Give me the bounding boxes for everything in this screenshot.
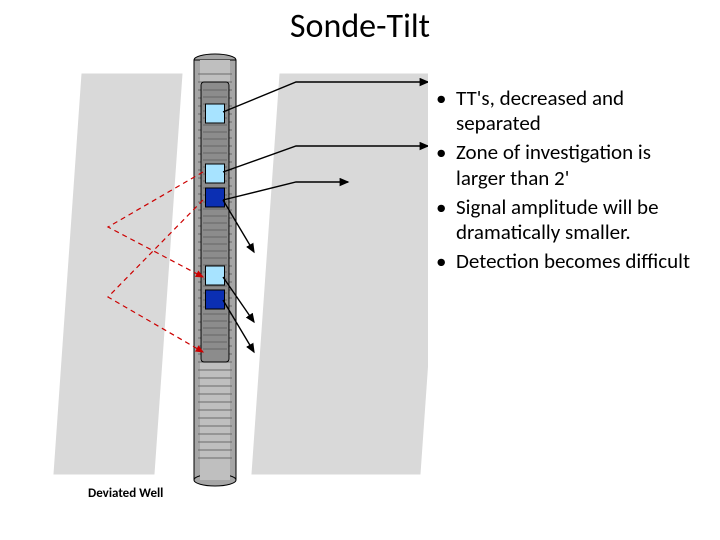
- sonde-tilt-diagram: [48, 52, 428, 502]
- page-title: Sonde-Tilt: [0, 6, 720, 47]
- bullet-list: TT's, decreased and separated Zone of in…: [430, 86, 700, 278]
- bullet-4: Detection becomes difficult: [430, 249, 700, 274]
- diagram-caption: Deviated Well: [88, 486, 163, 501]
- bullet-1: TT's, decreased and separated: [430, 86, 700, 136]
- bullet-2: Zone of investigation is larger than 2': [430, 140, 700, 190]
- bullet-3: Signal amplitude will be dramatically sm…: [430, 195, 700, 245]
